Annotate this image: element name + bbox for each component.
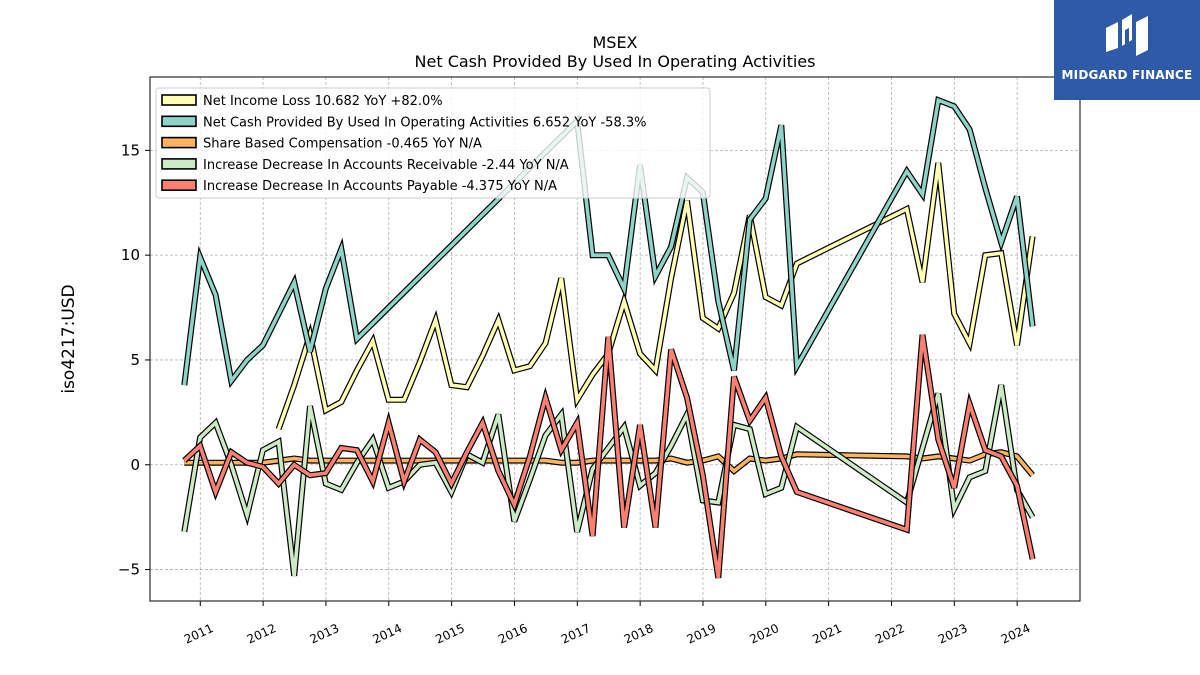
legend-entry: Increase Decrease In Accounts Receivable… xyxy=(203,158,569,173)
y-tick-label: 15 xyxy=(121,141,140,159)
series-5 xyxy=(182,334,1036,579)
chart-title: MSEX xyxy=(592,33,638,52)
legend-entry: Net Income Loss 10.682 YoY +82.0% xyxy=(203,94,443,109)
series-line xyxy=(183,334,1035,579)
series-2 xyxy=(181,95,1036,389)
x-tick-label: 2024 xyxy=(999,621,1033,647)
legend-swatch xyxy=(161,158,197,170)
y-axis-label: iso4217:USD xyxy=(59,284,79,393)
plot-frame xyxy=(149,76,1081,602)
x-tick-label: 2012 xyxy=(245,621,279,647)
legend-entry: Net Cash Provided By Used In Operating A… xyxy=(203,115,646,130)
series-3 xyxy=(184,449,1035,478)
x-tick-label: 2016 xyxy=(496,621,530,647)
x-tick-label: 2018 xyxy=(622,621,656,647)
y-tick-label: 10 xyxy=(121,246,140,264)
x-tick-label: 2011 xyxy=(182,621,216,647)
y-tick-label: 5 xyxy=(130,351,140,369)
x-tick-label: 2017 xyxy=(559,621,593,647)
y-tick-label: −5 xyxy=(118,561,140,579)
legend-box xyxy=(155,87,711,199)
x-tick-label: 2014 xyxy=(370,621,404,647)
legend-swatch xyxy=(161,94,197,106)
x-tick-label: 2022 xyxy=(873,621,907,647)
x-tick-label: 2015 xyxy=(433,621,467,647)
brand-mark-icon xyxy=(1106,14,1148,56)
legend-swatch xyxy=(161,179,197,191)
x-tick-label: 2023 xyxy=(936,621,970,647)
x-tick-label: 2020 xyxy=(747,621,781,647)
legend: Net Income Loss 10.682 YoY +82.0% Net Cas… xyxy=(155,87,711,199)
series-line xyxy=(182,97,1035,386)
legend-entry: Increase Decrease In Accounts Payable -4… xyxy=(203,179,557,194)
y-tick-label: 0 xyxy=(130,456,140,474)
series-line xyxy=(182,384,1035,577)
x-tick-label: 2021 xyxy=(810,621,844,647)
series-4 xyxy=(181,384,1036,577)
x-tick-label: 2019 xyxy=(685,621,719,647)
series-line xyxy=(184,450,1034,477)
brand-name: MIDGARD FINANCE xyxy=(1061,68,1193,82)
chart-subtitle: Net Cash Provided By Used In Operating A… xyxy=(414,52,816,71)
legend-swatch xyxy=(161,136,197,149)
legend-entry: Share Based Compensation -0.465 YoY N/A xyxy=(203,137,482,152)
legend-swatch xyxy=(161,115,197,128)
brand-logo: MIDGARD FINANCE xyxy=(1054,0,1200,100)
x-tick-label: 2013 xyxy=(308,621,342,647)
